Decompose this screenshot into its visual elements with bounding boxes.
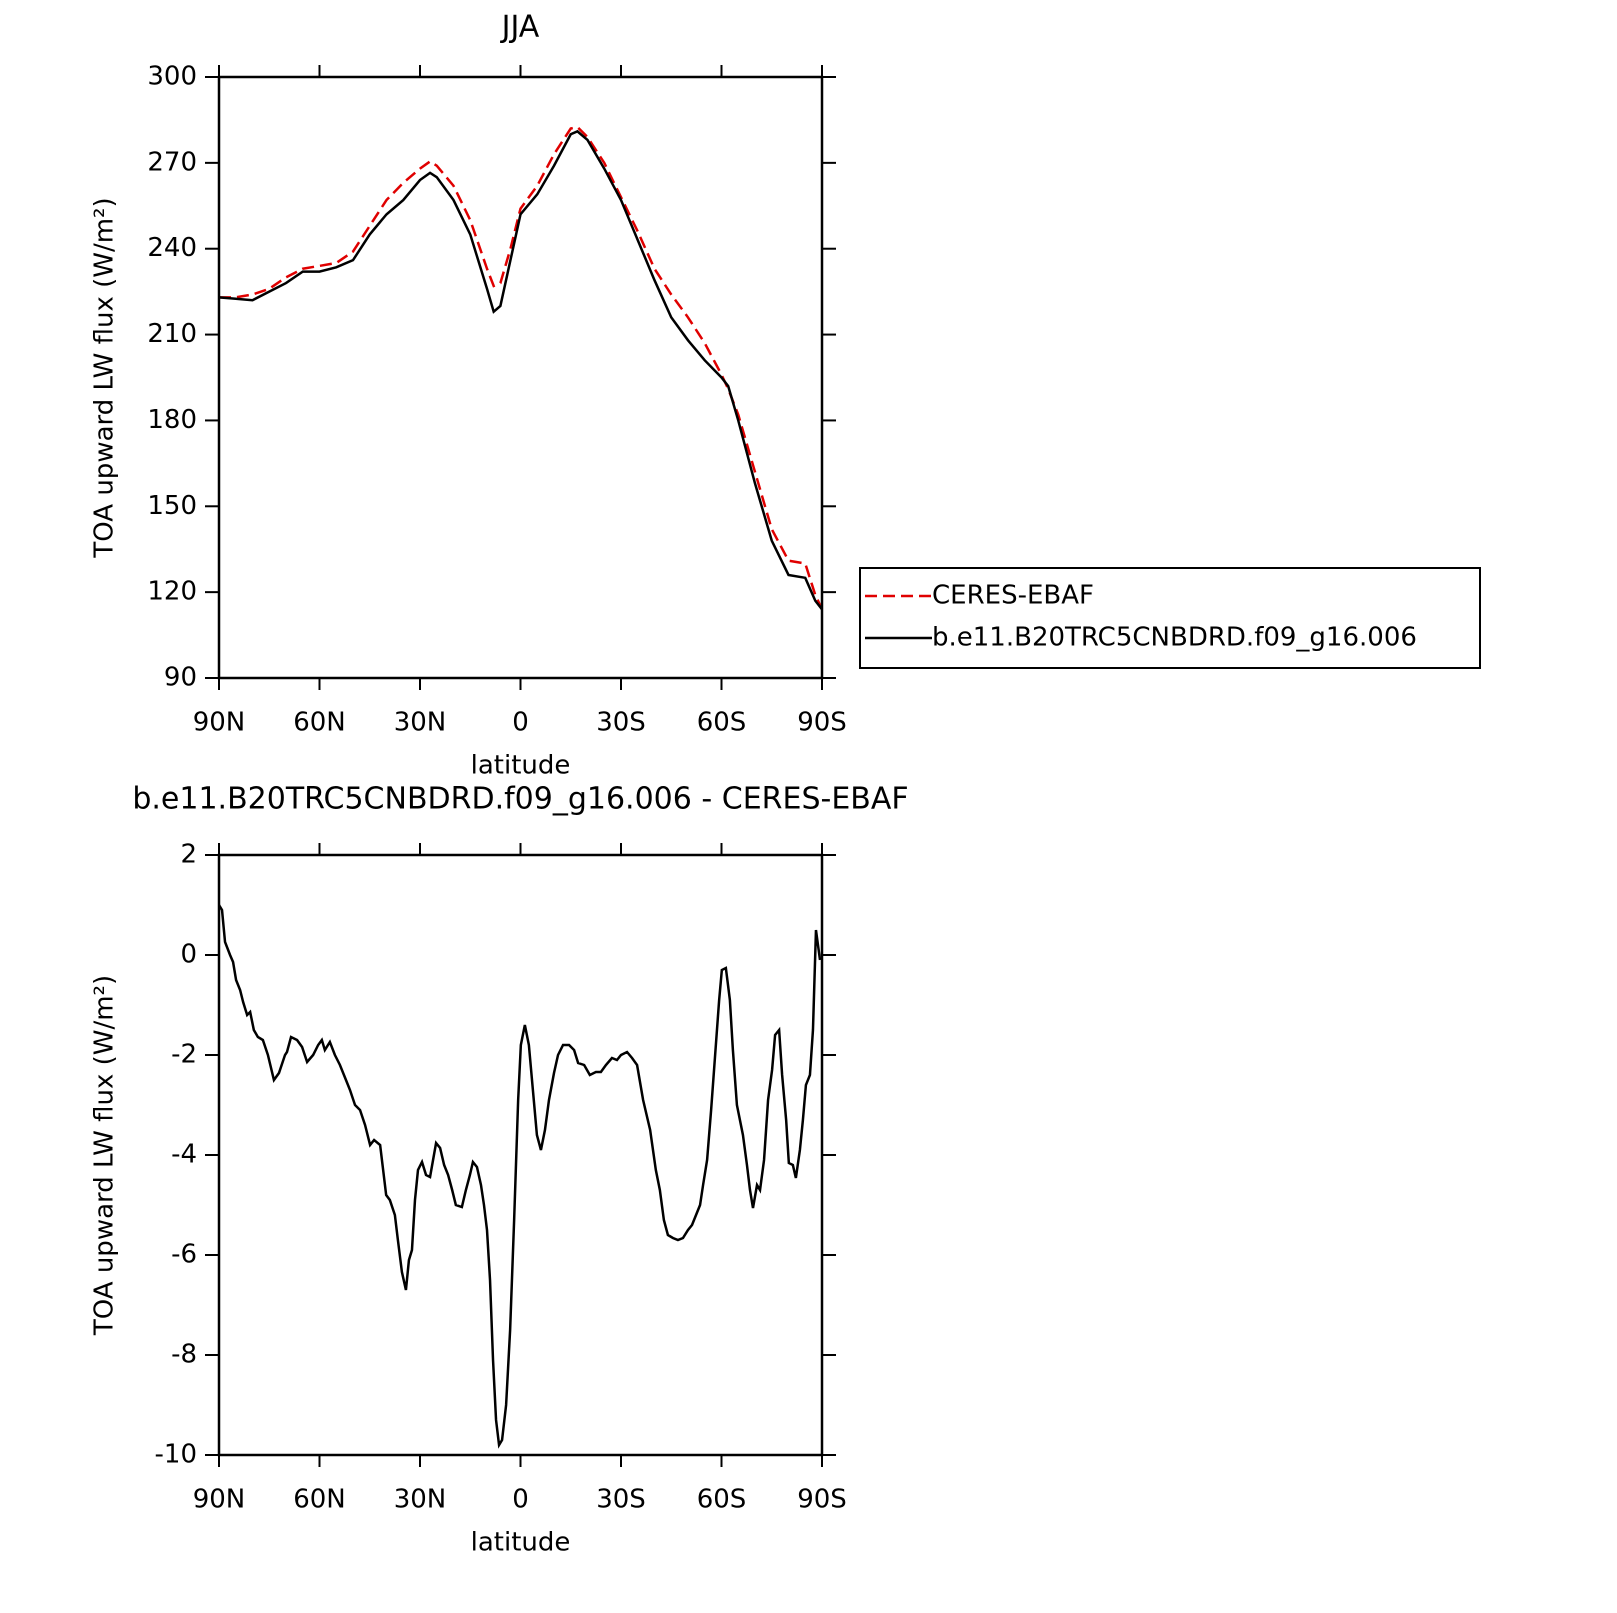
x-tick-label: 30N	[394, 708, 447, 738]
y-axis-label: TOA upward LW flux (W/m²)	[90, 197, 120, 558]
y-tick-label: 120	[147, 577, 197, 607]
y-tick-label: -2	[171, 1040, 197, 1070]
y-tick-label: 90	[164, 663, 197, 693]
chart-title: JJA	[500, 10, 540, 45]
plot-frame	[217, 75, 824, 680]
x-tick-label: 90S	[797, 708, 847, 738]
x-tick-label: 90N	[193, 1485, 246, 1515]
x-axis-label: latitude	[471, 1528, 571, 1558]
x-axis-label: latitude	[471, 751, 571, 781]
data-line	[219, 125, 824, 610]
y-tick-label: -10	[155, 1440, 197, 1470]
legend-label: b.e11.B20TRC5CNBDRD.f09_g16.006	[932, 623, 1417, 653]
x-tick-label: 60S	[697, 708, 747, 738]
y-tick-label: 270	[147, 147, 197, 177]
x-tick-label: 90S	[797, 1485, 847, 1515]
y-axis-label: TOA upward LW flux (W/m²)	[90, 975, 120, 1336]
y-tick-label: 180	[147, 405, 197, 435]
x-tick-label: 30N	[394, 1485, 447, 1515]
x-tick-label: 30S	[596, 708, 646, 738]
plot-frame	[217, 853, 824, 1457]
x-tick-label: 60S	[697, 1485, 747, 1515]
y-tick-label: -8	[171, 1340, 197, 1370]
x-tick-label: 60N	[293, 1485, 346, 1515]
x-tick-label: 90N	[193, 708, 246, 738]
y-tick-label: 0	[180, 940, 197, 970]
data-line	[217, 904, 822, 1449]
legend-box	[859, 567, 1481, 669]
chart-title: b.e11.B20TRC5CNBDRD.f09_g16.006 - CERES-…	[132, 782, 908, 817]
y-tick-label: 2	[180, 840, 197, 870]
y-tick-label: 240	[147, 233, 197, 263]
x-tick-label: 60N	[293, 708, 346, 738]
y-tick-label: -6	[171, 1240, 197, 1270]
x-tick-label: 30S	[596, 1485, 646, 1515]
y-tick-label: 210	[147, 319, 197, 349]
legend-label: CERES-EBAF	[932, 581, 1094, 611]
y-tick-label: 300	[147, 62, 197, 92]
x-tick-label: 0	[512, 708, 529, 738]
y-tick-label: 150	[147, 491, 197, 521]
x-tick-label: 0	[512, 1485, 529, 1515]
y-tick-label: -4	[171, 1140, 197, 1170]
data-line	[218, 129, 823, 611]
